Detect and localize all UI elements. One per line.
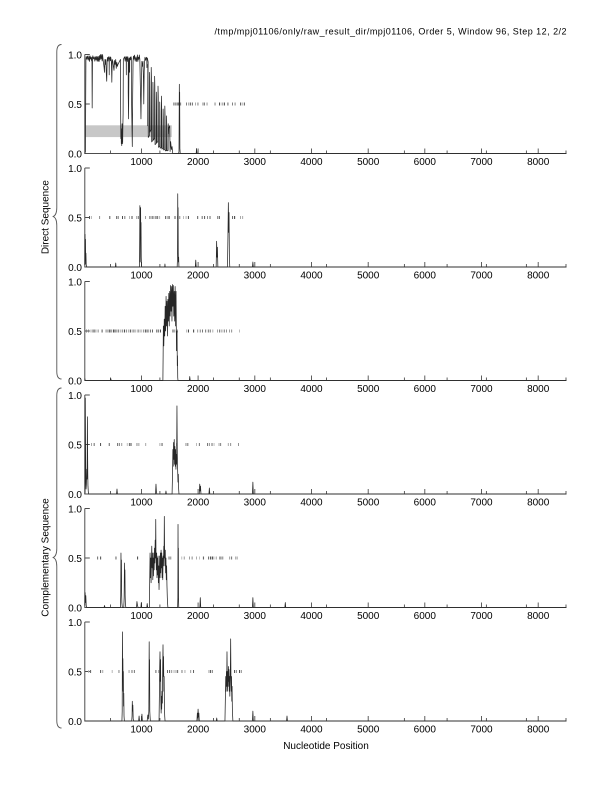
svg-text:2000: 2000 (187, 725, 210, 736)
svg-text:0.0: 0.0 (68, 604, 82, 615)
svg-text:0.5: 0.5 (68, 100, 82, 111)
svg-text:8000: 8000 (527, 157, 550, 168)
svg-text:0.5: 0.5 (68, 554, 82, 565)
svg-text:1000: 1000 (130, 271, 153, 282)
svg-text:3000: 3000 (244, 271, 267, 282)
svg-text:1000: 1000 (130, 498, 153, 509)
svg-text:/tmp/mpj01106/only/raw_result_: /tmp/mpj01106/only/raw_result_dir/mpj011… (214, 27, 567, 37)
svg-text:0.0: 0.0 (68, 490, 82, 501)
svg-text:5000: 5000 (357, 384, 380, 395)
svg-text:6000: 6000 (414, 725, 437, 736)
svg-text:8000: 8000 (527, 271, 550, 282)
svg-text:5000: 5000 (357, 157, 380, 168)
svg-text:1.0: 1.0 (68, 164, 82, 175)
svg-text:7000: 7000 (470, 498, 493, 509)
svg-text:0.5: 0.5 (68, 327, 82, 338)
svg-text:4000: 4000 (300, 725, 323, 736)
svg-text:6000: 6000 (414, 611, 437, 622)
svg-text:1000: 1000 (130, 157, 153, 168)
svg-text:1000: 1000 (130, 611, 153, 622)
svg-text:3000: 3000 (244, 725, 267, 736)
svg-text:6000: 6000 (414, 498, 437, 509)
svg-text:6000: 6000 (414, 271, 437, 282)
svg-text:1.0: 1.0 (68, 391, 82, 402)
svg-text:7000: 7000 (470, 157, 493, 168)
svg-text:1000: 1000 (130, 725, 153, 736)
svg-text:3000: 3000 (244, 157, 267, 168)
svg-text:5000: 5000 (357, 611, 380, 622)
svg-text:1.0: 1.0 (68, 278, 82, 289)
svg-text:0.0: 0.0 (68, 377, 82, 388)
svg-text:0.5: 0.5 (68, 668, 82, 679)
svg-text:7000: 7000 (470, 611, 493, 622)
svg-text:Complementary Sequence: Complementary Sequence (40, 498, 51, 617)
svg-text:0.5: 0.5 (68, 441, 82, 452)
svg-text:1.0: 1.0 (68, 51, 82, 62)
svg-text:2000: 2000 (187, 384, 210, 395)
svg-text:4000: 4000 (300, 157, 323, 168)
svg-text:Nucleotide Position: Nucleotide Position (283, 741, 369, 752)
svg-text:6000: 6000 (414, 384, 437, 395)
svg-text:0.5: 0.5 (68, 214, 82, 225)
svg-text:0.0: 0.0 (68, 263, 82, 274)
svg-text:3000: 3000 (244, 498, 267, 509)
svg-text:2000: 2000 (187, 611, 210, 622)
svg-text:7000: 7000 (470, 271, 493, 282)
svg-text:Direct Sequence: Direct Sequence (40, 180, 51, 254)
svg-text:2000: 2000 (187, 157, 210, 168)
svg-text:4000: 4000 (300, 498, 323, 509)
svg-text:1.0: 1.0 (68, 618, 82, 629)
svg-text:0.0: 0.0 (68, 717, 82, 728)
svg-text:2000: 2000 (187, 271, 210, 282)
svg-text:8000: 8000 (527, 725, 550, 736)
svg-text:7000: 7000 (470, 725, 493, 736)
svg-text:7000: 7000 (470, 384, 493, 395)
svg-text:4000: 4000 (300, 271, 323, 282)
svg-text:4000: 4000 (300, 611, 323, 622)
svg-text:3000: 3000 (244, 611, 267, 622)
svg-text:1.0: 1.0 (68, 505, 82, 516)
svg-text:2000: 2000 (187, 498, 210, 509)
svg-text:5000: 5000 (357, 271, 380, 282)
svg-text:8000: 8000 (527, 384, 550, 395)
svg-text:8000: 8000 (527, 611, 550, 622)
svg-text:5000: 5000 (357, 498, 380, 509)
svg-text:6000: 6000 (414, 157, 437, 168)
svg-text:1000: 1000 (130, 384, 153, 395)
svg-text:5000: 5000 (357, 725, 380, 736)
svg-text:3000: 3000 (244, 384, 267, 395)
svg-text:8000: 8000 (527, 498, 550, 509)
svg-text:0.0: 0.0 (68, 150, 82, 161)
svg-text:4000: 4000 (300, 384, 323, 395)
